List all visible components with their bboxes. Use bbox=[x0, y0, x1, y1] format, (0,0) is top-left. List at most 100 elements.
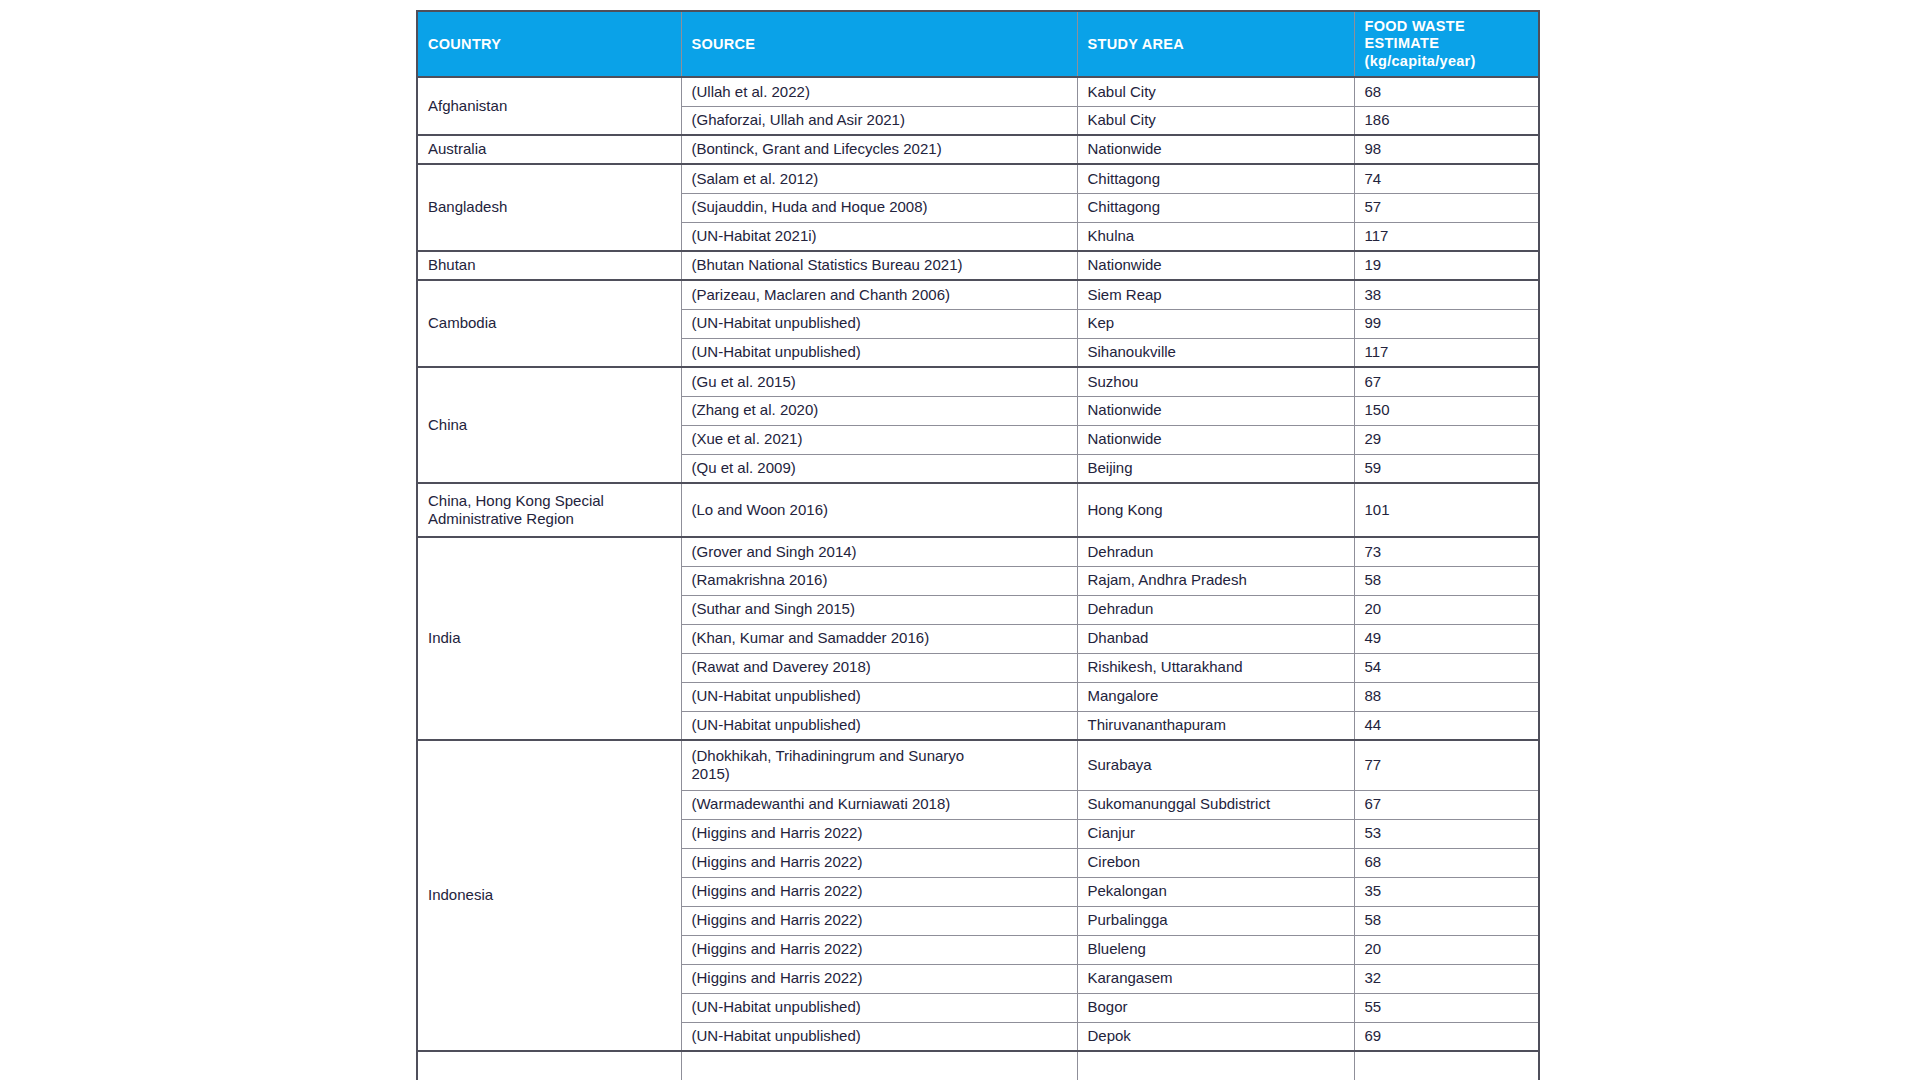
table-row: Bhutan(Bhutan National Statistics Bureau… bbox=[417, 251, 1539, 280]
estimate-cell: 58 bbox=[1354, 566, 1539, 595]
study-area-cell: Mangalore bbox=[1077, 682, 1354, 711]
estimate-cell: 98 bbox=[1354, 135, 1539, 164]
col-header-estimate-title: FOOD WASTE ESTIMATE bbox=[1365, 18, 1485, 52]
study-area-cell: Nationwide bbox=[1077, 425, 1354, 454]
country-cell: Cambodia bbox=[417, 280, 681, 367]
study-area-cell: Dehradun bbox=[1077, 537, 1354, 566]
source-text: (UN-Habitat unpublished) bbox=[692, 1027, 1067, 1045]
study-area-cell: Rajam, Andhra Pradesh bbox=[1077, 566, 1354, 595]
source-cell: (Higgins and Harris 2022) bbox=[681, 877, 1077, 906]
source-text: (Zhang et al. 2020) bbox=[692, 401, 1067, 419]
source-cell: (Ramakrishna 2016) bbox=[681, 566, 1077, 595]
estimate-cell: 69 bbox=[1354, 1022, 1539, 1051]
estimate-cell: 99 bbox=[1354, 309, 1539, 338]
table-row: China(Gu et al. 2015)Suzhou67 bbox=[417, 367, 1539, 396]
col-header-study-area: STUDY AREA bbox=[1077, 11, 1354, 77]
source-text: (Warmadewanthi and Kurniawati 2018) bbox=[692, 795, 1067, 813]
source-text: (UN-Habitat unpublished) bbox=[692, 687, 1067, 705]
header-row: COUNTRY SOURCE STUDY AREA FOOD WASTE EST… bbox=[417, 11, 1539, 77]
study-area-cell: Kabul City bbox=[1077, 106, 1354, 135]
estimate-cell: 117 bbox=[1354, 338, 1539, 367]
source-cell: (Zhang et al. 2020) bbox=[681, 396, 1077, 425]
estimate-cell: 117 bbox=[1354, 222, 1539, 251]
estimate-cell: 54 bbox=[1354, 653, 1539, 682]
estimate-cell: 20 bbox=[1354, 935, 1539, 964]
country-cell: Afghanistan bbox=[417, 77, 681, 135]
source-cell: (Higgins and Harris 2022) bbox=[681, 935, 1077, 964]
col-header-estimate-unit: (kg/capita/year) bbox=[1365, 53, 1529, 70]
study-area-cell: Nationwide bbox=[1077, 251, 1354, 280]
study-area-cell: Sukomanunggal Subdistrict bbox=[1077, 790, 1354, 819]
study-area-cell: Dehradun bbox=[1077, 595, 1354, 624]
source-cell: (Higgins and Harris 2022) bbox=[681, 819, 1077, 848]
table-body: Afghanistan(Ullah et al. 2022)Kabul City… bbox=[417, 77, 1539, 1080]
estimate-cell: 57 bbox=[1354, 193, 1539, 222]
estimate-cell: 68 bbox=[1354, 848, 1539, 877]
study-area-cell: Bogor bbox=[1077, 993, 1354, 1022]
source-cell: (UN-Habitat unpublished) bbox=[681, 1022, 1077, 1051]
table-row-truncated bbox=[417, 1051, 1539, 1080]
source-text: (Higgins and Harris 2022) bbox=[692, 882, 1067, 900]
source-text: (Suthar and Singh 2015) bbox=[692, 600, 1067, 618]
study-area-cell: Khulna bbox=[1077, 222, 1354, 251]
source-cell: (UN-Habitat unpublished) bbox=[681, 993, 1077, 1022]
source-text: (Parizeau, Maclaren and Chanth 2006) bbox=[692, 286, 1067, 304]
source-text: (Dhokhikah, Trihadiningrum and Sunaryo 2… bbox=[692, 747, 992, 784]
source-cell: (Bhutan National Statistics Bureau 2021) bbox=[681, 251, 1077, 280]
source-cell: (UN-Habitat unpublished) bbox=[681, 309, 1077, 338]
estimate-cell: 29 bbox=[1354, 425, 1539, 454]
study-area-cell: Chittagong bbox=[1077, 193, 1354, 222]
table-row: Indonesia(Dhokhikah, Trihadiningrum and … bbox=[417, 740, 1539, 790]
table-row: China, Hong Kong Special Administrative … bbox=[417, 483, 1539, 537]
estimate-cell: 150 bbox=[1354, 396, 1539, 425]
estimate-cell bbox=[1354, 1051, 1539, 1080]
source-text: (Xue et al. 2021) bbox=[692, 430, 1067, 448]
source-text: (Khan, Kumar and Samadder 2016) bbox=[692, 629, 1067, 647]
col-header-estimate: FOOD WASTE ESTIMATE (kg/capita/year) bbox=[1354, 11, 1539, 77]
estimate-cell: 73 bbox=[1354, 537, 1539, 566]
col-header-country: COUNTRY bbox=[417, 11, 681, 77]
source-text: (Bhutan National Statistics Bureau 2021) bbox=[692, 256, 1067, 274]
study-area-cell: Cirebon bbox=[1077, 848, 1354, 877]
source-text: (Higgins and Harris 2022) bbox=[692, 940, 1067, 958]
study-area-cell: Suzhou bbox=[1077, 367, 1354, 396]
country-cell: Indonesia bbox=[417, 740, 681, 1051]
study-area-cell: Rishikesh, Uttarakhand bbox=[1077, 653, 1354, 682]
estimate-cell: 35 bbox=[1354, 877, 1539, 906]
estimate-cell: 67 bbox=[1354, 367, 1539, 396]
study-area-cell: Nationwide bbox=[1077, 135, 1354, 164]
source-cell: (Ullah et al. 2022) bbox=[681, 77, 1077, 106]
source-cell: (Qu et al. 2009) bbox=[681, 454, 1077, 483]
source-cell: (Parizeau, Maclaren and Chanth 2006) bbox=[681, 280, 1077, 309]
food-waste-estimates-table: COUNTRY SOURCE STUDY AREA FOOD WASTE EST… bbox=[416, 10, 1540, 1080]
study-area-cell: Purbalingga bbox=[1077, 906, 1354, 935]
source-text: (UN-Habitat 2021i) bbox=[692, 227, 1067, 245]
source-cell: (Sujauddin, Huda and Hoque 2008) bbox=[681, 193, 1077, 222]
source-text: (Grover and Singh 2014) bbox=[692, 543, 1067, 561]
source-cell: (UN-Habitat unpublished) bbox=[681, 711, 1077, 740]
source-text: (Higgins and Harris 2022) bbox=[692, 853, 1067, 871]
source-cell: (Bontinck, Grant and Lifecycles 2021) bbox=[681, 135, 1077, 164]
study-area-cell: Nationwide bbox=[1077, 396, 1354, 425]
source-cell: (Salam et al. 2012) bbox=[681, 164, 1077, 193]
source-cell bbox=[681, 1051, 1077, 1080]
source-text: (UN-Habitat unpublished) bbox=[692, 314, 1067, 332]
source-text: (Higgins and Harris 2022) bbox=[692, 969, 1067, 987]
estimate-cell: 58 bbox=[1354, 906, 1539, 935]
source-cell: (Dhokhikah, Trihadiningrum and Sunaryo 2… bbox=[681, 740, 1077, 790]
estimate-cell: 49 bbox=[1354, 624, 1539, 653]
source-text: (Qu et al. 2009) bbox=[692, 459, 1067, 477]
source-text: (Ghaforzai, Ullah and Asir 2021) bbox=[692, 111, 1067, 129]
source-text: (Rawat and Daverey 2018) bbox=[692, 658, 1067, 676]
source-cell: (Ghaforzai, Ullah and Asir 2021) bbox=[681, 106, 1077, 135]
study-area-cell: Chittagong bbox=[1077, 164, 1354, 193]
study-area-cell: Siem Reap bbox=[1077, 280, 1354, 309]
estimate-cell: 101 bbox=[1354, 483, 1539, 537]
study-area-cell: Kep bbox=[1077, 309, 1354, 338]
estimate-cell: 44 bbox=[1354, 711, 1539, 740]
source-cell: (Suthar and Singh 2015) bbox=[681, 595, 1077, 624]
estimate-cell: 68 bbox=[1354, 77, 1539, 106]
country-cell bbox=[417, 1051, 681, 1080]
study-area-cell: Thiruvananthapuram bbox=[1077, 711, 1354, 740]
estimate-cell: 88 bbox=[1354, 682, 1539, 711]
